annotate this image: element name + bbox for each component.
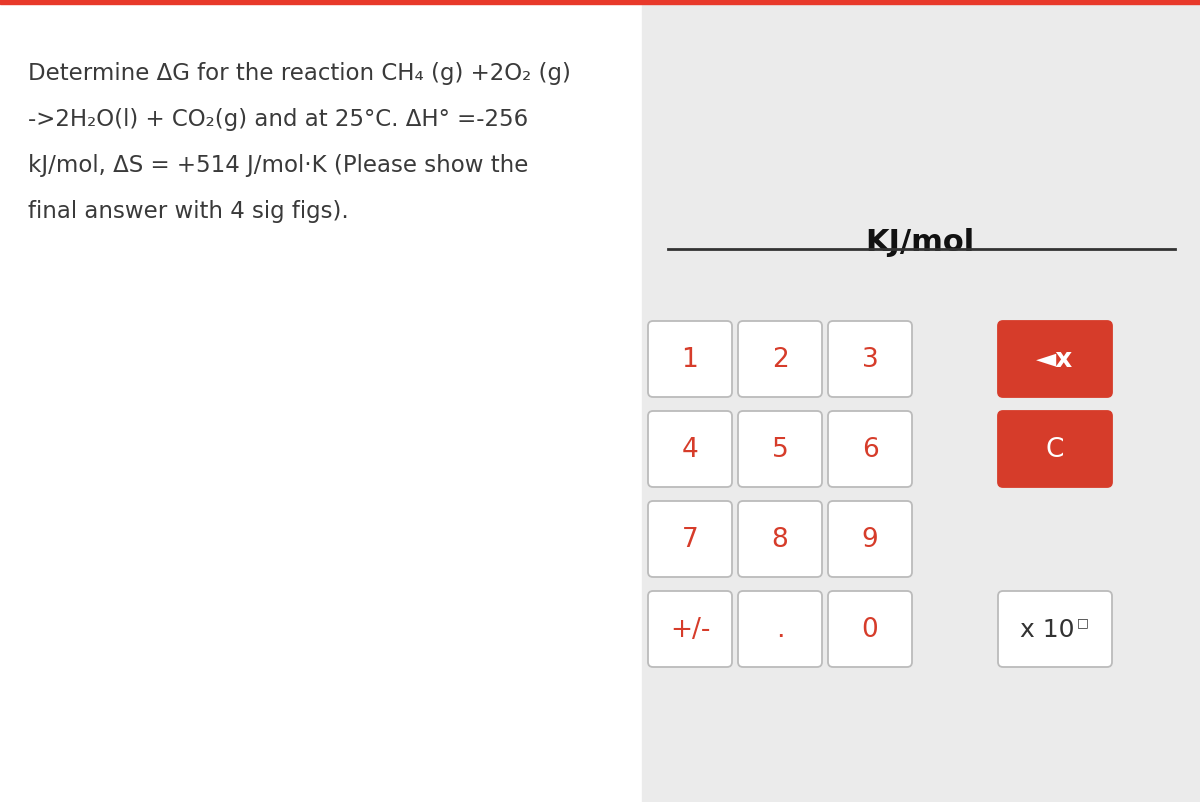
Text: 9: 9 (862, 526, 878, 553)
Text: 7: 7 (682, 526, 698, 553)
Text: 0: 0 (862, 616, 878, 642)
Text: ◄x: ◄x (1037, 346, 1074, 373)
Text: 1: 1 (682, 346, 698, 373)
Text: 6: 6 (862, 436, 878, 463)
Text: □: □ (1078, 616, 1088, 629)
FancyBboxPatch shape (648, 411, 732, 488)
Text: ->2H₂O(l) + CO₂(g) and at 25°C. ΔH° =-256: ->2H₂O(l) + CO₂(g) and at 25°C. ΔH° =-25… (28, 107, 528, 131)
FancyBboxPatch shape (648, 322, 732, 398)
FancyBboxPatch shape (828, 501, 912, 577)
FancyBboxPatch shape (738, 322, 822, 398)
Text: final answer with 4 sig figs).: final answer with 4 sig figs). (28, 200, 349, 223)
Bar (0, 0, 1200, 5)
Text: x 10: x 10 (1020, 618, 1074, 642)
FancyBboxPatch shape (648, 591, 732, 667)
FancyBboxPatch shape (828, 591, 912, 667)
Text: .: . (775, 616, 785, 642)
FancyBboxPatch shape (648, 501, 732, 577)
FancyBboxPatch shape (828, 322, 912, 398)
Text: 8: 8 (772, 526, 788, 553)
Text: +/-: +/- (670, 616, 710, 642)
FancyBboxPatch shape (738, 411, 822, 488)
FancyBboxPatch shape (998, 591, 1112, 667)
FancyBboxPatch shape (738, 501, 822, 577)
Text: 5: 5 (772, 436, 788, 463)
FancyBboxPatch shape (738, 591, 822, 667)
FancyBboxPatch shape (998, 411, 1112, 488)
Text: kJ/mol, ΔS = +514 J/mol·K (Please show the: kJ/mol, ΔS = +514 J/mol·K (Please show t… (28, 154, 528, 176)
Text: 3: 3 (862, 346, 878, 373)
FancyBboxPatch shape (998, 322, 1112, 398)
Text: Determine ΔG for the reaction CH₄ (g) +2O₂ (g): Determine ΔG for the reaction CH₄ (g) +2… (28, 62, 571, 85)
Text: 4: 4 (682, 436, 698, 463)
Text: KJ/mol: KJ/mol (865, 228, 974, 257)
Text: C: C (1046, 436, 1064, 463)
Text: 2: 2 (772, 346, 788, 373)
FancyBboxPatch shape (828, 411, 912, 488)
Bar (642, 0, 1200, 802)
Bar (0, 0, 642, 802)
